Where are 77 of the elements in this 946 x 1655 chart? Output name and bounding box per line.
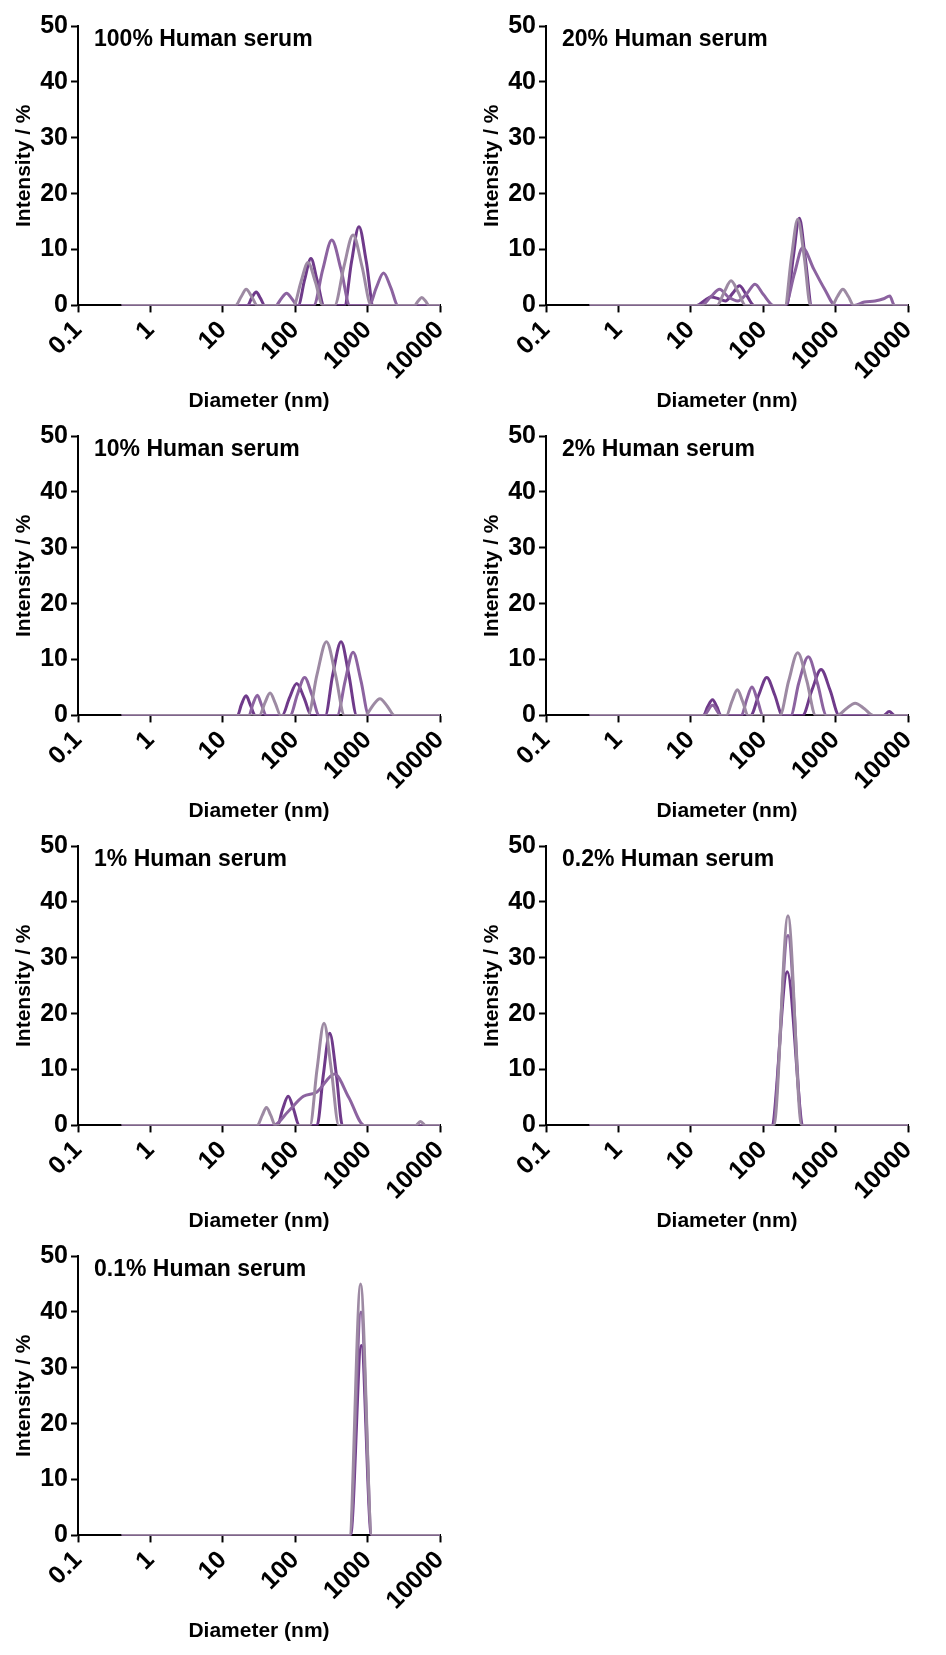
x-tick-label: 1 bbox=[597, 1134, 627, 1165]
y-tick-label: 30 bbox=[40, 121, 69, 150]
y-tick-label: 20 bbox=[508, 997, 537, 1026]
y-tick-label: 40 bbox=[508, 475, 537, 504]
y-tick-label: 20 bbox=[40, 177, 69, 206]
y-tick-label: 10 bbox=[508, 643, 537, 672]
y-axis-title: Intensity / % bbox=[479, 924, 503, 1047]
x-axis-title: Diameter (nm) bbox=[188, 1208, 330, 1232]
chart-title: 0.1% Human serum bbox=[94, 1254, 307, 1281]
y-axis-title: Intensity / % bbox=[11, 514, 35, 637]
x-tick-label: 100 bbox=[254, 1134, 304, 1184]
y-tick-label: 10 bbox=[508, 1053, 537, 1082]
y-tick-label: 30 bbox=[508, 121, 537, 150]
y-tick-label: 40 bbox=[508, 65, 537, 94]
y-axis-title: Intensity / % bbox=[11, 924, 35, 1047]
x-tick-label: 10 bbox=[191, 1134, 232, 1175]
x-tick-label: 100 bbox=[254, 314, 304, 364]
x-tick-label: 100 bbox=[254, 1544, 304, 1594]
x-tick-label: 10 bbox=[191, 724, 232, 765]
x-tick-label: 100 bbox=[254, 724, 304, 774]
x-tick-label: 10 bbox=[191, 1544, 232, 1585]
y-axis-title: Intensity / % bbox=[479, 104, 503, 227]
chart-title: 10% Human serum bbox=[94, 434, 300, 461]
y-tick-label: 40 bbox=[40, 1295, 69, 1324]
x-axis-title: Diameter (nm) bbox=[188, 388, 330, 412]
y-tick-label: 10 bbox=[508, 233, 537, 262]
y-tick-label: 10 bbox=[40, 643, 69, 672]
x-axis-title: Diameter (nm) bbox=[188, 1618, 330, 1642]
y-tick-label: 20 bbox=[508, 177, 537, 206]
y-tick-label: 10 bbox=[40, 233, 69, 262]
x-axis-title: Diameter (nm) bbox=[188, 798, 330, 822]
y-tick-label: 50 bbox=[40, 419, 69, 448]
y-tick-label: 40 bbox=[40, 475, 69, 504]
x-tick-label: 1 bbox=[129, 724, 159, 755]
x-axis-title: Diameter (nm) bbox=[656, 798, 798, 822]
x-tick-label: 10 bbox=[659, 724, 700, 765]
y-tick-label: 50 bbox=[40, 9, 69, 38]
x-tick-label: 10 bbox=[191, 314, 232, 355]
y-tick-label: 20 bbox=[508, 587, 537, 616]
y-tick-label: 20 bbox=[40, 997, 69, 1026]
y-tick-label: 40 bbox=[40, 885, 69, 914]
y-axis-title: Intensity / % bbox=[479, 514, 503, 637]
y-tick-label: 30 bbox=[40, 1351, 69, 1380]
y-tick-label: 30 bbox=[508, 941, 537, 970]
chart-title: 0.2% Human serum bbox=[562, 844, 775, 871]
y-tick-label: 30 bbox=[40, 941, 69, 970]
y-tick-label: 50 bbox=[40, 829, 69, 858]
y-tick-label: 50 bbox=[508, 419, 537, 448]
y-tick-label: 30 bbox=[508, 531, 537, 560]
x-tick-label: 1 bbox=[597, 314, 627, 345]
y-tick-label: 50 bbox=[508, 9, 537, 38]
y-tick-label: 20 bbox=[40, 587, 69, 616]
x-tick-label: 1 bbox=[129, 1544, 159, 1575]
x-axis-title: Diameter (nm) bbox=[656, 388, 798, 412]
y-tick-label: 50 bbox=[508, 829, 537, 858]
y-tick-label: 10 bbox=[40, 1053, 69, 1082]
y-tick-label: 40 bbox=[40, 65, 69, 94]
y-tick-label: 50 bbox=[40, 1239, 69, 1268]
y-axis-title: Intensity / % bbox=[11, 104, 35, 227]
x-tick-label: 1 bbox=[597, 724, 627, 755]
y-tick-label: 30 bbox=[40, 531, 69, 560]
x-tick-label: 10 bbox=[659, 1134, 700, 1175]
chart-title: 20% Human serum bbox=[562, 24, 768, 51]
y-tick-label: 40 bbox=[508, 885, 537, 914]
x-tick-label: 1 bbox=[129, 314, 159, 345]
x-tick-label: 100 bbox=[722, 314, 772, 364]
y-axis-title: Intensity / % bbox=[11, 1334, 35, 1457]
x-tick-label: 100 bbox=[722, 724, 772, 774]
y-tick-label: 10 bbox=[40, 1463, 69, 1492]
chart-title: 1% Human serum bbox=[94, 844, 288, 871]
chart-title: 100% Human serum bbox=[94, 24, 313, 51]
x-tick-label: 10 bbox=[659, 314, 700, 355]
chart-title: 2% Human serum bbox=[562, 434, 756, 461]
x-tick-label: 1 bbox=[129, 1134, 159, 1165]
x-axis-title: Diameter (nm) bbox=[656, 1208, 798, 1232]
y-tick-label: 20 bbox=[40, 1407, 69, 1436]
x-tick-label: 100 bbox=[722, 1134, 772, 1184]
